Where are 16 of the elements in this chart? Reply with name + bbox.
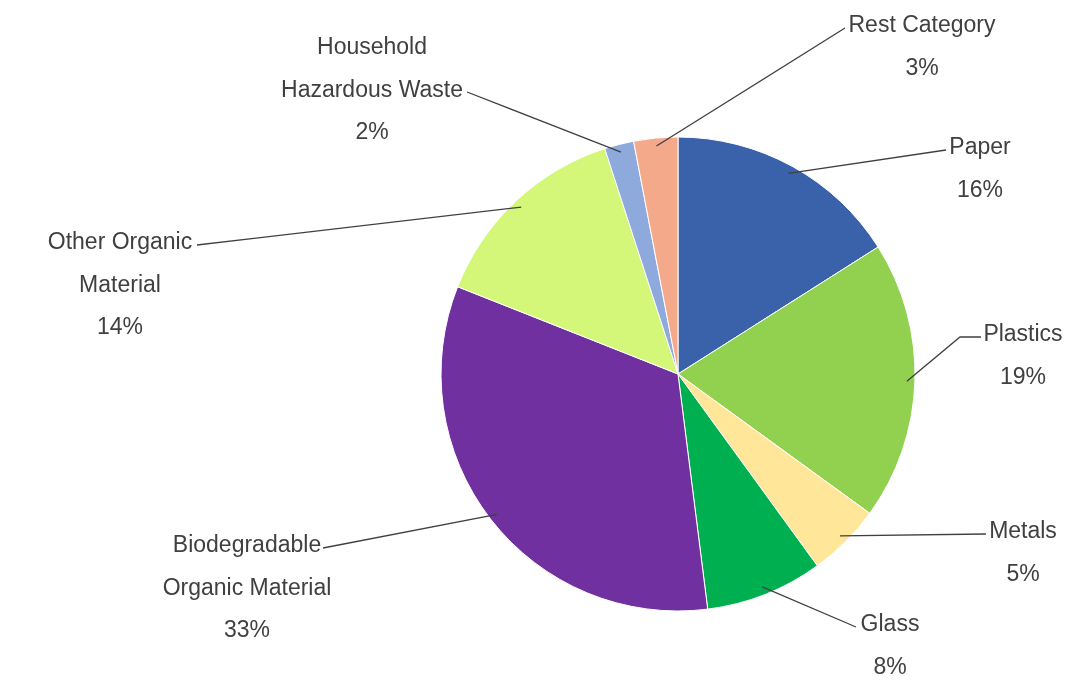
slice-label: Metals bbox=[989, 517, 1057, 544]
slice-label: Household Hazardous Waste bbox=[281, 33, 463, 102]
slice-label: Plastics bbox=[983, 320, 1063, 347]
data-label: 14% bbox=[96, 313, 144, 340]
slice-label: Biodegradable Organic Material bbox=[162, 531, 332, 600]
data-label: 8% bbox=[873, 652, 907, 679]
data-label: 33% bbox=[223, 616, 271, 643]
slice-label: Glass bbox=[860, 610, 920, 637]
data-label: 16% bbox=[956, 175, 1004, 202]
slice-label: Paper bbox=[949, 133, 1012, 160]
data-label: 19% bbox=[999, 362, 1047, 389]
data-label: 5% bbox=[1006, 559, 1040, 586]
slice-label: Rest Category bbox=[848, 11, 996, 38]
data-label: 3% bbox=[905, 53, 939, 80]
data-label: 2% bbox=[355, 118, 389, 145]
slice-label: Other Organic Material bbox=[47, 228, 193, 297]
